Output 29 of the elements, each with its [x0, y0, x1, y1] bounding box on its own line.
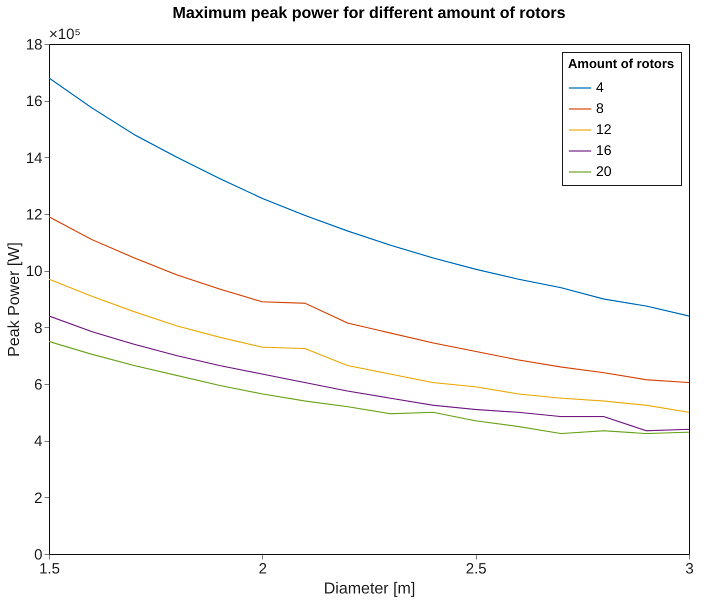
y-tick-label: 14 [26, 150, 42, 167]
chart-title: Maximum peak power for different amount of rotors [172, 5, 566, 22]
y-axis-title: Peak Power [W] [6, 242, 23, 357]
x-tick-label: 1.5 [39, 560, 60, 578]
line-series [48, 216, 690, 384]
line-series [48, 77, 690, 317]
legend-title: Amount of rotors [568, 56, 674, 71]
legend-label: 16 [596, 142, 612, 158]
x-tick-label: 3 [685, 560, 694, 578]
y-tick-label: 8 [34, 320, 42, 337]
y-tick-label: 2 [34, 490, 42, 507]
legend-label: 4 [596, 79, 604, 95]
y-tick-label: 6 [34, 376, 42, 394]
legend-label: 8 [596, 100, 604, 116]
text: ×10⁵ [49, 26, 81, 43]
x-tick-label: 2.5 [466, 560, 487, 578]
x-axis-title: Diameter [m] [324, 580, 416, 598]
y-tick-label: 0 [34, 546, 42, 564]
line-series [48, 315, 690, 432]
y-tick-label: 18 [26, 36, 42, 54]
legend-label: 20 [596, 163, 612, 179]
y-tick-label: 4 [34, 433, 42, 450]
y-tick-label: 10 [26, 263, 42, 280]
line-series [48, 278, 690, 413]
x-tick-label: 2 [258, 560, 268, 578]
y-tick-label: 12 [26, 206, 42, 224]
legend-label: 12 [596, 121, 612, 137]
y-tick-label: 16 [26, 93, 42, 110]
line-series [48, 340, 690, 434]
